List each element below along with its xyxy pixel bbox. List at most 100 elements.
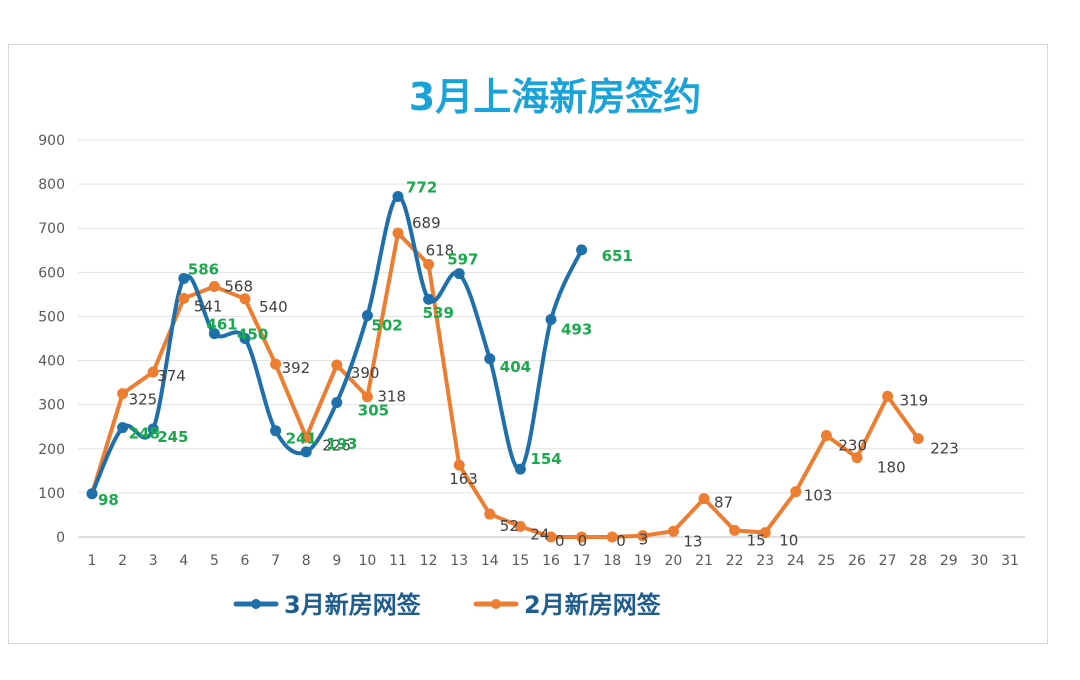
data-point-february[interactable]	[821, 430, 832, 441]
line-chart: 3月上海新房签约 0100200300400500600700800900 12…	[0, 0, 1080, 680]
data-point-february[interactable]	[668, 526, 679, 537]
x-tick-label: 22	[726, 553, 744, 569]
data-label-february: 87	[714, 494, 733, 512]
x-tick-label: 3	[149, 553, 158, 569]
x-tick-label: 13	[450, 553, 468, 569]
data-point-march[interactable]	[546, 314, 557, 325]
data-label-february: 325	[129, 391, 158, 409]
data-label-february: 0	[555, 532, 565, 550]
data-point-february[interactable]	[209, 281, 220, 292]
y-axis: 0100200300400500600700800900	[38, 133, 65, 546]
x-tick-label: 2	[118, 553, 127, 569]
legend[interactable]: 3月新房网签 2月新房网签	[236, 591, 662, 619]
x-tick-label: 30	[970, 553, 988, 569]
x-tick-label: 9	[332, 553, 341, 569]
data-point-february[interactable]	[454, 460, 465, 471]
data-point-march[interactable]	[576, 244, 587, 255]
data-point-february[interactable]	[423, 259, 434, 270]
legend-marker-february	[491, 599, 501, 609]
x-tick-label: 26	[848, 553, 866, 569]
data-point-march[interactable]	[301, 446, 312, 457]
y-tick-label: 0	[56, 530, 65, 546]
data-label-march: 248	[129, 425, 160, 443]
data-label-march: 450	[237, 326, 268, 344]
data-label-march: 245	[157, 428, 188, 446]
data-point-march[interactable]	[515, 464, 526, 475]
x-tick-label: 1	[88, 553, 97, 569]
data-point-february[interactable]	[913, 433, 924, 444]
data-point-march[interactable]	[484, 353, 495, 364]
data-point-february[interactable]	[117, 388, 128, 399]
data-label-march: 461	[206, 316, 237, 334]
x-tick-label: 16	[542, 553, 560, 569]
data-point-february[interactable]	[393, 228, 404, 239]
data-label-march: 241	[286, 430, 317, 448]
x-tick-label: 8	[302, 553, 311, 569]
data-point-march[interactable]	[331, 397, 342, 408]
data-point-march[interactable]	[454, 268, 465, 279]
x-tick-label: 25	[817, 553, 835, 569]
data-point-march[interactable]	[117, 422, 128, 433]
data-label-february: 0	[616, 532, 626, 550]
x-tick-label: 4	[179, 553, 188, 569]
legend-label-february: 2月新房网签	[524, 591, 662, 619]
data-label-february: 319	[900, 391, 929, 409]
data-label-march: 772	[406, 178, 437, 196]
data-point-february[interactable]	[882, 391, 893, 402]
y-tick-label: 200	[38, 442, 65, 458]
x-tick-label: 11	[389, 553, 407, 569]
data-label-february: 230	[838, 437, 867, 455]
y-tick-label: 100	[38, 486, 65, 502]
data-point-february[interactable]	[331, 359, 342, 370]
data-label-march: 493	[561, 321, 592, 339]
data-label-february: 223	[930, 440, 959, 458]
x-tick-label: 27	[879, 553, 897, 569]
x-tick-label: 15	[511, 553, 529, 569]
y-tick-label: 900	[38, 133, 65, 149]
data-label-february: 568	[224, 277, 253, 295]
x-tick-label: 20	[664, 553, 682, 569]
data-label-march: 651	[602, 247, 633, 265]
data-label-february: 392	[282, 359, 311, 377]
x-tick-label: 14	[481, 553, 499, 569]
data-point-march[interactable]	[87, 488, 98, 499]
x-tick-label: 31	[1001, 553, 1019, 569]
data-point-february[interactable]	[484, 509, 495, 520]
data-label-february: 390	[351, 364, 380, 382]
data-label-february: 541	[194, 297, 223, 315]
data-label-march: 586	[188, 261, 219, 279]
x-tick-label: 6	[241, 553, 250, 569]
data-label-february: 52	[500, 517, 519, 535]
data-label-february: 103	[804, 487, 833, 505]
data-point-february[interactable]	[178, 293, 189, 304]
data-label-march: 193	[326, 435, 357, 453]
grid-lines	[78, 140, 1025, 537]
x-tick-label: 18	[603, 553, 621, 569]
data-point-march[interactable]	[423, 294, 434, 305]
y-tick-label: 700	[38, 221, 65, 237]
x-tick-label: 19	[634, 553, 652, 569]
data-label-march: 404	[500, 358, 531, 376]
data-label-march: 539	[423, 304, 454, 322]
data-point-march[interactable]	[270, 425, 281, 436]
data-label-february: 163	[449, 470, 478, 488]
data-label-march: 502	[371, 317, 402, 335]
data-label-february: 540	[259, 298, 288, 316]
x-tick-label: 28	[909, 553, 927, 569]
legend-item-february[interactable]: 2月新房网签	[476, 591, 662, 619]
data-label-february: 13	[683, 532, 702, 550]
data-label-february: 689	[412, 214, 441, 232]
data-point-march[interactable]	[393, 191, 404, 202]
x-tick-label: 17	[573, 553, 591, 569]
data-label-february: 24	[530, 525, 549, 543]
data-label-march: 98	[98, 491, 119, 509]
y-tick-label: 800	[38, 177, 65, 193]
legend-item-march[interactable]: 3月新房网签	[236, 591, 422, 619]
data-point-february[interactable]	[790, 486, 801, 497]
data-label-february: 0	[578, 532, 588, 550]
data-point-february[interactable]	[729, 525, 740, 536]
data-label-february: 15	[747, 531, 766, 549]
data-point-february[interactable]	[270, 359, 281, 370]
data-point-february[interactable]	[699, 493, 710, 504]
